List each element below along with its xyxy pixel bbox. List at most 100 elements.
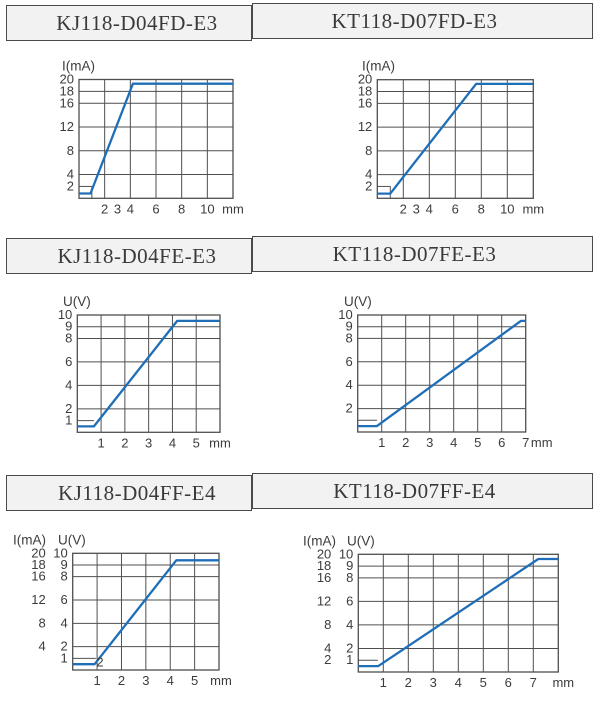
svg-text:5: 5 bbox=[480, 675, 487, 690]
model-title: KJ118-D04FE-E3 bbox=[57, 243, 217, 268]
svg-text:9: 9 bbox=[346, 558, 353, 573]
svg-text:U(V): U(V) bbox=[347, 533, 375, 548]
svg-text:3: 3 bbox=[114, 201, 121, 216]
svg-text:4: 4 bbox=[65, 377, 72, 392]
svg-text:8: 8 bbox=[60, 569, 67, 584]
svg-text:16: 16 bbox=[358, 95, 372, 110]
svg-text:mm: mm bbox=[222, 201, 244, 216]
svg-text:20: 20 bbox=[317, 546, 331, 561]
svg-text:2: 2 bbox=[65, 401, 72, 416]
model-title: KT118-D07FE-E3 bbox=[332, 241, 497, 266]
svg-text:I(mA): I(mA) bbox=[362, 59, 395, 74]
svg-text:2: 2 bbox=[67, 178, 74, 193]
svg-text:I(mA): I(mA) bbox=[13, 532, 46, 547]
svg-text:18: 18 bbox=[358, 84, 372, 99]
svg-text:I(mA): I(mA) bbox=[303, 533, 336, 548]
model-title-bar: KJ118-D04FE-E3 bbox=[6, 238, 252, 274]
svg-text:8: 8 bbox=[478, 201, 485, 216]
svg-text:8: 8 bbox=[65, 330, 72, 345]
svg-text:1: 1 bbox=[93, 673, 100, 688]
svg-text:20: 20 bbox=[31, 545, 45, 560]
svg-text:4: 4 bbox=[167, 673, 174, 688]
model-title-bar: KT118-D07FD-E3 bbox=[252, 3, 593, 39]
svg-text:2: 2 bbox=[324, 652, 331, 667]
model-title: KT118-D07FF-E4 bbox=[333, 478, 496, 503]
svg-text:8: 8 bbox=[365, 143, 372, 158]
svg-text:1: 1 bbox=[378, 435, 385, 450]
svg-text:10: 10 bbox=[500, 201, 514, 216]
svg-text:5: 5 bbox=[474, 435, 481, 450]
svg-text:18: 18 bbox=[317, 558, 331, 573]
svg-text:9: 9 bbox=[60, 557, 67, 572]
svg-text:4: 4 bbox=[38, 639, 45, 654]
model-title-bar: KT118-D07FF-E4 bbox=[252, 473, 593, 509]
svg-text:2: 2 bbox=[400, 201, 407, 216]
svg-text:mm: mm bbox=[522, 201, 544, 216]
svg-text:8: 8 bbox=[345, 330, 352, 345]
svg-text:3: 3 bbox=[426, 435, 433, 450]
svg-text:6: 6 bbox=[60, 592, 67, 607]
svg-text:4: 4 bbox=[345, 377, 352, 392]
svg-text:4: 4 bbox=[169, 435, 176, 450]
svg-text:2: 2 bbox=[121, 435, 128, 450]
model-title-bar: KJ118-D04FF-E4 bbox=[6, 475, 252, 511]
svg-text:2: 2 bbox=[346, 640, 353, 655]
svg-text:U(V): U(V) bbox=[58, 532, 86, 547]
svg-text:2: 2 bbox=[345, 401, 352, 416]
svg-text:16: 16 bbox=[317, 570, 331, 585]
svg-text:6: 6 bbox=[152, 201, 159, 216]
svg-text:3: 3 bbox=[142, 673, 149, 688]
svg-text:4: 4 bbox=[67, 167, 74, 182]
svg-text:U(V): U(V) bbox=[344, 294, 372, 309]
model-title: KJ118-D04FD-E3 bbox=[56, 10, 218, 35]
svg-text:1: 1 bbox=[97, 435, 104, 450]
svg-text:8: 8 bbox=[324, 617, 331, 632]
svg-text:1: 1 bbox=[60, 650, 67, 665]
svg-text:2: 2 bbox=[365, 178, 372, 193]
svg-text:8: 8 bbox=[38, 615, 45, 630]
svg-text:16: 16 bbox=[31, 569, 45, 584]
svg-text:2: 2 bbox=[405, 675, 412, 690]
svg-text:4: 4 bbox=[450, 435, 457, 450]
svg-text:6: 6 bbox=[498, 435, 505, 450]
svg-text:10: 10 bbox=[200, 201, 214, 216]
svg-text:18: 18 bbox=[31, 557, 45, 572]
svg-text:12: 12 bbox=[317, 593, 331, 608]
svg-text:6: 6 bbox=[505, 675, 512, 690]
svg-text:1: 1 bbox=[380, 675, 387, 690]
svg-text:4: 4 bbox=[426, 201, 433, 216]
model-title: KT118-D07FD-E3 bbox=[331, 8, 498, 33]
svg-text:3: 3 bbox=[430, 675, 437, 690]
svg-text:4: 4 bbox=[127, 201, 134, 216]
svg-text:20: 20 bbox=[358, 72, 372, 87]
svg-text:10: 10 bbox=[339, 546, 353, 561]
svg-text:12: 12 bbox=[31, 592, 45, 607]
svg-text:6: 6 bbox=[345, 354, 352, 369]
svg-text:mm: mm bbox=[531, 435, 553, 450]
svg-text:U(V): U(V) bbox=[63, 294, 91, 309]
svg-text:I(mA): I(mA) bbox=[62, 59, 95, 74]
svg-text:1: 1 bbox=[65, 413, 72, 428]
svg-text:5: 5 bbox=[191, 673, 198, 688]
svg-text:9: 9 bbox=[65, 319, 72, 334]
svg-text:4: 4 bbox=[346, 617, 353, 632]
svg-text:2: 2 bbox=[402, 435, 409, 450]
svg-text:3: 3 bbox=[145, 435, 152, 450]
model-title-bar: KJ118-D04FD-E3 bbox=[6, 5, 252, 41]
svg-text:12: 12 bbox=[358, 119, 372, 134]
model-title-bar: KT118-D07FE-E3 bbox=[252, 236, 593, 272]
svg-text:4: 4 bbox=[455, 675, 462, 690]
svg-text:7: 7 bbox=[530, 675, 537, 690]
svg-text:mm: mm bbox=[210, 673, 232, 688]
svg-text:6: 6 bbox=[346, 593, 353, 608]
svg-text:8: 8 bbox=[178, 201, 185, 216]
svg-text:2: 2 bbox=[60, 639, 67, 654]
svg-text:12: 12 bbox=[60, 119, 74, 134]
svg-text:20: 20 bbox=[60, 72, 74, 87]
svg-text:8: 8 bbox=[346, 570, 353, 585]
svg-text:mm: mm bbox=[209, 435, 231, 450]
